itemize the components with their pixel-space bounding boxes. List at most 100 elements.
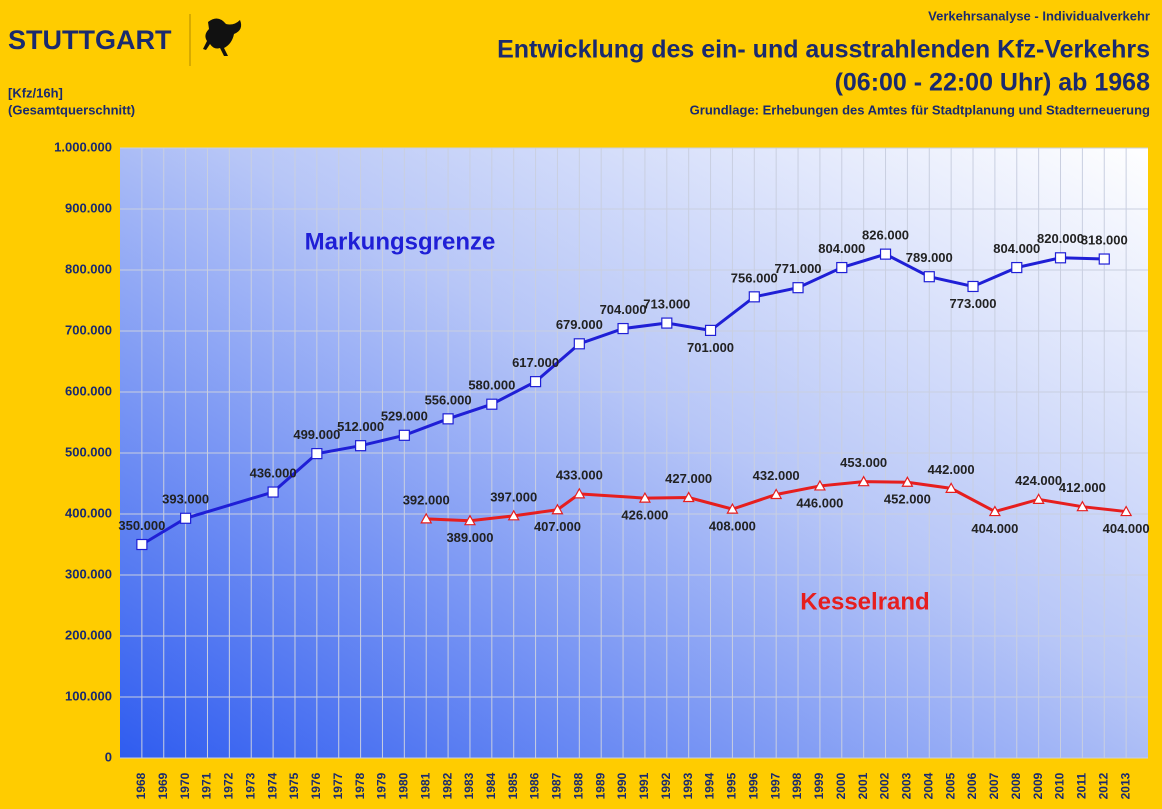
data-label: 426.000 — [621, 508, 668, 523]
point-marker — [507, 509, 520, 521]
point-marker — [901, 476, 914, 487]
point-marker — [857, 475, 870, 487]
point-marker — [1076, 500, 1089, 512]
y-tick-label: 1.000.000 — [54, 139, 112, 154]
point-marker — [1120, 505, 1133, 517]
data-label: 404.000 — [1103, 521, 1150, 536]
x-tick-label: 1991 — [637, 772, 651, 799]
data-label: 433.000 — [556, 467, 603, 482]
x-tick-label: 1981 — [418, 772, 432, 799]
data-label: 442.000 — [928, 462, 975, 477]
x-tick-label: 1972 — [222, 772, 236, 799]
series-name: Markungsgrenze — [305, 228, 496, 255]
point-marker — [442, 413, 454, 425]
x-tick-label: 2002 — [878, 772, 892, 799]
data-label: 397.000 — [490, 489, 537, 504]
data-label: 432.000 — [753, 468, 800, 483]
point-marker — [529, 376, 542, 388]
x-tick-label: 2008 — [1009, 772, 1023, 799]
data-label: 713.000 — [643, 297, 690, 312]
x-tick-label: 1992 — [659, 772, 673, 799]
series-name: Kesselrand — [800, 588, 929, 615]
x-tick-label: 2003 — [900, 772, 914, 799]
data-label: 499.000 — [293, 427, 340, 442]
point-marker — [770, 488, 783, 500]
point-marker — [661, 317, 673, 329]
x-tick-label: 2005 — [943, 772, 957, 799]
x-tick-label: 2011 — [1075, 773, 1089, 799]
x-tick-label: 2010 — [1053, 772, 1067, 799]
x-tick-label: 1987 — [550, 772, 564, 799]
data-label: 350.000 — [118, 518, 165, 533]
data-label: 424.000 — [1015, 473, 1062, 488]
data-label: 820.000 — [1037, 231, 1084, 246]
x-tick-label: 1983 — [462, 772, 476, 799]
data-label: 704.000 — [600, 302, 647, 317]
x-tick-label: 1977 — [331, 772, 345, 799]
x-tick-label: 2009 — [1031, 772, 1045, 799]
point-marker — [486, 398, 498, 410]
data-label: 453.000 — [840, 455, 887, 470]
point-marker — [638, 491, 651, 503]
data-label: 412.000 — [1059, 480, 1106, 495]
point-marker — [967, 280, 979, 293]
point-marker — [1098, 253, 1110, 265]
data-label: 701.000 — [687, 340, 734, 355]
point-marker — [792, 282, 804, 294]
horse-emblem — [203, 18, 242, 57]
data-label: 580.000 — [468, 378, 515, 393]
point-marker — [1011, 261, 1023, 274]
x-tick-label: 1990 — [615, 772, 629, 799]
data-label: 617.000 — [512, 355, 559, 370]
data-label: 773.000 — [950, 296, 997, 311]
x-tick-label: 1986 — [528, 772, 542, 799]
data-label: 512.000 — [337, 419, 384, 434]
y-tick-label: 200.000 — [65, 627, 112, 642]
x-tick-label: 2000 — [834, 772, 848, 799]
point-marker — [354, 440, 367, 452]
data-label: 771.000 — [775, 261, 822, 276]
data-label: 393.000 — [162, 492, 209, 507]
data-label: 389.000 — [446, 530, 493, 545]
x-tick-label: 1998 — [790, 772, 804, 799]
data-label: 452.000 — [884, 492, 931, 507]
x-tick-label: 2013 — [1118, 772, 1132, 799]
data-label: 529.000 — [381, 409, 428, 424]
point-marker — [311, 448, 323, 460]
series-line — [141, 252, 1105, 546]
unit-label: [Kfz/16h] — [8, 85, 63, 100]
x-tick-label: 2006 — [965, 772, 979, 799]
x-tick-label: 1996 — [746, 772, 760, 799]
data-label: 408.000 — [709, 519, 756, 534]
x-tick-label: 1969 — [156, 772, 170, 799]
scope-label: (Gesamtquerschnitt) — [8, 102, 135, 117]
x-tick-label: 1979 — [375, 772, 389, 799]
data-label: 446.000 — [796, 495, 843, 510]
point-marker — [945, 482, 958, 493]
y-tick-label: 600.000 — [65, 383, 112, 398]
point-marker — [573, 487, 586, 499]
x-tick-label: 1973 — [243, 772, 257, 799]
y-tick-label: 900.000 — [65, 200, 112, 215]
data-label: 804.000 — [818, 241, 865, 256]
point-marker — [1054, 252, 1067, 264]
data-label: 804.000 — [993, 241, 1040, 256]
data-label: 679.000 — [556, 317, 603, 332]
point-marker — [836, 261, 848, 274]
y-tick-label: 700.000 — [65, 322, 112, 337]
point-marker — [180, 512, 192, 524]
y-tick-label: 500.000 — [65, 444, 112, 459]
point-marker — [420, 512, 433, 524]
point-marker — [267, 486, 279, 498]
point-marker — [136, 538, 148, 551]
source-note: Grundlage: Erhebungen des Amtes für Stad… — [690, 102, 1150, 117]
data-label: 789.000 — [906, 250, 953, 265]
overline: Verkehrsanalyse - Individualverkehr — [928, 8, 1150, 23]
point-marker — [988, 505, 1001, 517]
point-marker — [1032, 493, 1045, 504]
logo: STUTTGART — [8, 25, 172, 55]
point-marker — [813, 479, 826, 491]
point-marker — [398, 429, 410, 441]
x-tick-label: 2001 — [856, 772, 870, 799]
x-tick-label: 2004 — [921, 772, 935, 799]
